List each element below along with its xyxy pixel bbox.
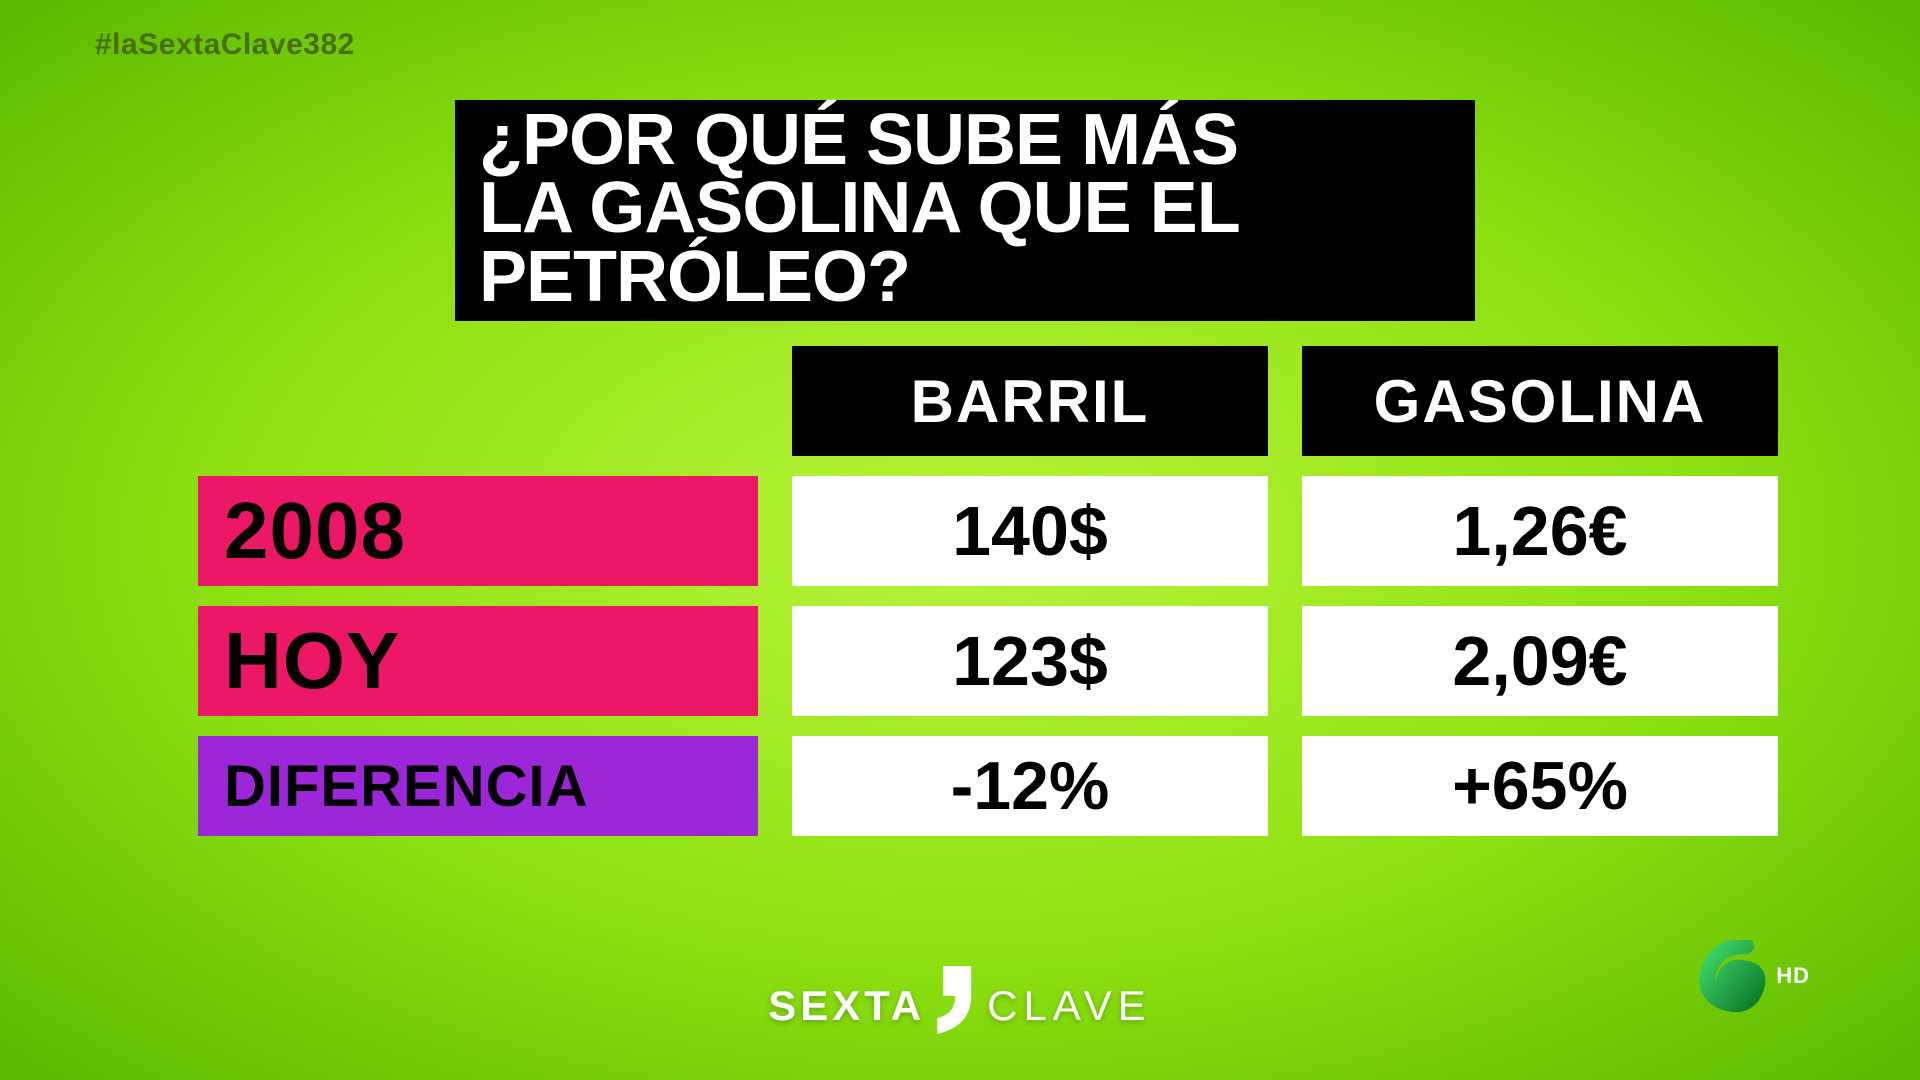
cell-2008-gasolina: 1,26€ xyxy=(1302,476,1778,586)
logo-word-clave: CLAVE xyxy=(987,982,1152,1030)
row-label-2008: 2008 xyxy=(198,476,758,586)
apostrophe-icon xyxy=(933,966,979,1034)
table-row: 2008 140$ 1,26€ xyxy=(198,476,1778,586)
title-line-2: LA GASOLINA QUE EL PETRÓLEO? xyxy=(479,174,1451,311)
program-logo: SEXTA CLAVE xyxy=(768,972,1152,1040)
cell-2008-barril: 140$ xyxy=(792,476,1268,586)
cell-hoy-barril: 123$ xyxy=(792,606,1268,716)
logo-word-sexta: SEXTA xyxy=(768,982,925,1030)
cell-diff-gasolina: +65% xyxy=(1302,736,1778,836)
lasexta-logo-icon xyxy=(1694,940,1766,1012)
cell-hoy-gasolina: 2,09€ xyxy=(1302,606,1778,716)
column-header-gasolina: GASOLINA xyxy=(1302,346,1778,456)
comparison-table: BARRIL GASOLINA 2008 140$ 1,26€ HOY 123$… xyxy=(198,346,1778,836)
title-line-1: ¿POR QUÉ SUBE MÁS xyxy=(479,106,1451,174)
hashtag-text: #laSextaClave382 xyxy=(95,28,355,62)
row-label-hoy: HOY xyxy=(198,606,758,716)
channel-badge: HD xyxy=(1694,940,1810,1012)
table-row: DIFERENCIA -12% +65% xyxy=(198,736,1778,836)
hd-label: HD xyxy=(1776,963,1810,989)
table-row: HOY 123$ 2,09€ xyxy=(198,606,1778,716)
cell-diff-barril: -12% xyxy=(792,736,1268,836)
column-header-barril: BARRIL xyxy=(792,346,1268,456)
header-spacer xyxy=(198,346,758,456)
row-label-diferencia: DIFERENCIA xyxy=(198,736,758,836)
title-block: ¿POR QUÉ SUBE MÁS LA GASOLINA QUE EL PET… xyxy=(455,100,1475,321)
table-header-row: BARRIL GASOLINA xyxy=(198,346,1778,456)
